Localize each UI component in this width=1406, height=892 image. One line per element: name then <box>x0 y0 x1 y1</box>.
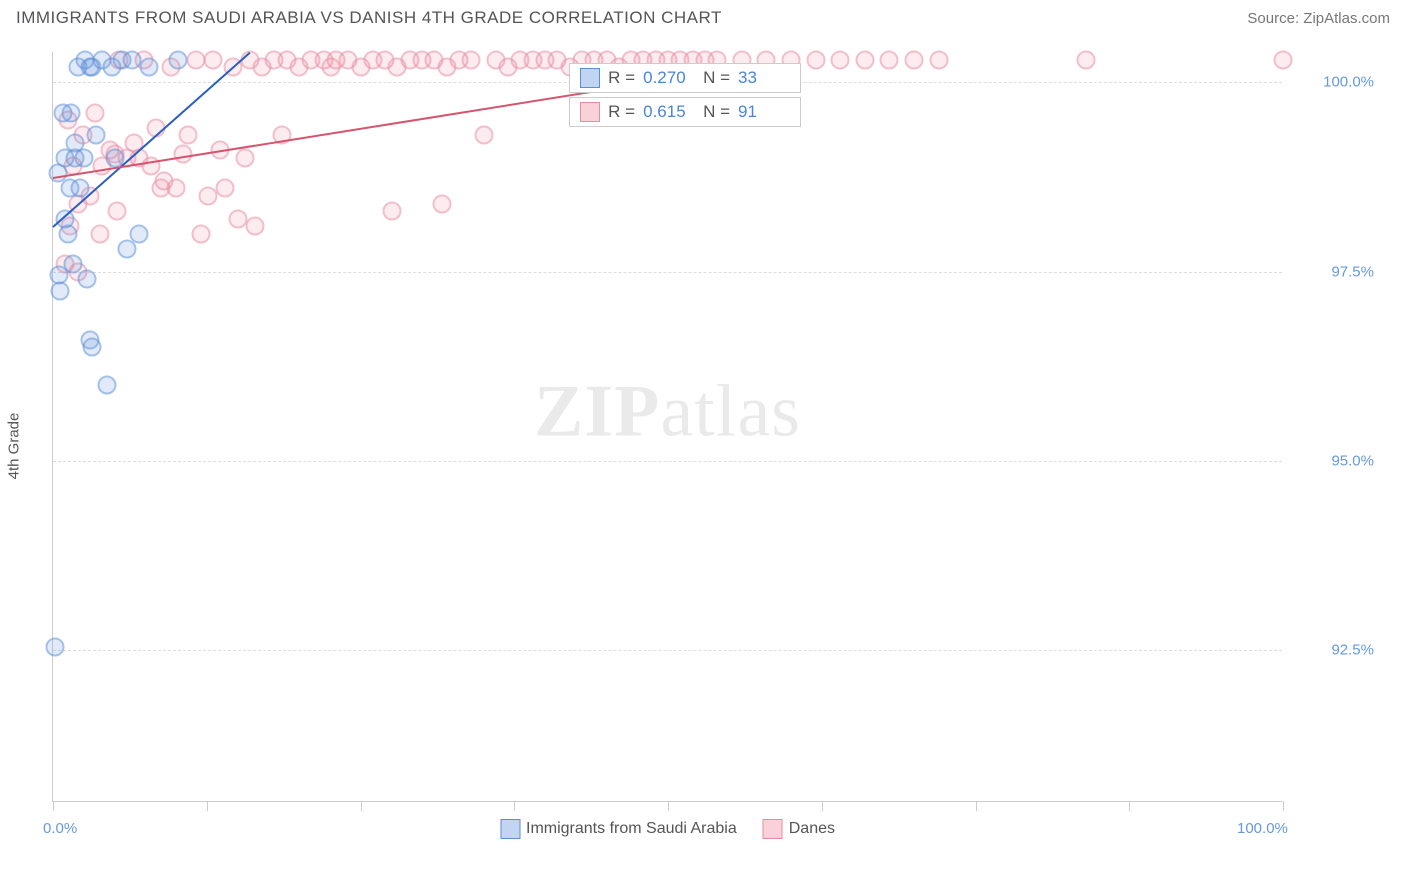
r-label: R = <box>608 102 635 122</box>
data-point <box>235 149 254 168</box>
data-point <box>1274 50 1293 69</box>
x-tick <box>361 801 362 811</box>
data-point <box>107 202 126 221</box>
data-point <box>152 179 171 198</box>
y-tick-label: 97.5% <box>1294 263 1374 280</box>
data-point <box>56 209 75 228</box>
data-point <box>228 209 247 228</box>
legend-label: Danes <box>789 820 835 837</box>
legend-swatch <box>580 102 600 122</box>
data-point <box>85 103 104 122</box>
n-value: 33 <box>738 68 790 88</box>
data-point <box>198 186 217 205</box>
chart-title: IMMIGRANTS FROM SAUDI ARABIA VS DANISH 4… <box>16 8 722 28</box>
data-point <box>191 224 210 243</box>
legend-label: Immigrants from Saudi Arabia <box>526 820 737 837</box>
x-tick <box>514 801 515 811</box>
data-point <box>1077 50 1096 69</box>
y-tick-label: 95.0% <box>1294 453 1374 470</box>
x-tick-label: 0.0% <box>43 820 77 837</box>
legend-swatch <box>763 819 783 839</box>
r-label: R = <box>608 68 635 88</box>
watermark: ZIPatlas <box>534 369 801 454</box>
data-point <box>383 202 402 221</box>
data-point <box>78 270 97 289</box>
data-point <box>245 217 264 236</box>
legend-item: Danes <box>763 819 835 839</box>
y-axis-label: 4th Grade <box>6 413 23 480</box>
y-tick-label: 100.0% <box>1294 74 1374 91</box>
data-point <box>462 50 481 69</box>
r-value: 0.615 <box>643 102 695 122</box>
data-point <box>880 50 899 69</box>
correlation-stat-box: R = 0.270 N = 33 <box>569 63 801 93</box>
data-point <box>203 50 222 69</box>
gridline <box>53 650 1282 651</box>
source-attribution: Source: ZipAtlas.com <box>1247 10 1390 27</box>
n-value: 91 <box>738 102 790 122</box>
data-point <box>216 179 235 198</box>
data-point <box>98 376 117 395</box>
n-label: N = <box>703 68 730 88</box>
x-tick <box>668 801 669 811</box>
data-point <box>474 126 493 145</box>
x-tick <box>822 801 823 811</box>
data-point <box>806 50 825 69</box>
data-point <box>63 255 82 274</box>
data-point <box>80 58 99 77</box>
data-point <box>87 126 106 145</box>
source-name: ZipAtlas.com <box>1303 10 1390 27</box>
data-point <box>929 50 948 69</box>
data-point <box>831 50 850 69</box>
gridline <box>53 461 1282 462</box>
x-tick <box>1283 801 1284 811</box>
data-point <box>66 149 85 168</box>
data-point <box>905 50 924 69</box>
data-point <box>432 194 451 213</box>
x-tick <box>1129 801 1130 811</box>
legend-item: Immigrants from Saudi Arabia <box>500 819 737 839</box>
legend: Immigrants from Saudi Arabia Danes <box>500 819 835 839</box>
data-point <box>48 164 67 183</box>
data-point <box>90 224 109 243</box>
legend-swatch <box>500 819 520 839</box>
data-point <box>122 50 141 69</box>
x-tick <box>976 801 977 811</box>
correlation-stat-box: R = 0.615 N = 91 <box>569 97 801 127</box>
data-point <box>139 58 158 77</box>
n-label: N = <box>703 102 730 122</box>
data-point <box>53 103 72 122</box>
legend-swatch <box>580 68 600 88</box>
r-value: 0.270 <box>643 68 695 88</box>
data-point <box>83 338 102 357</box>
watermark-zip: ZIP <box>534 370 660 452</box>
y-tick-label: 92.5% <box>1294 642 1374 659</box>
chart-header: IMMIGRANTS FROM SAUDI ARABIA VS DANISH 4… <box>0 0 1406 32</box>
data-point <box>51 281 70 300</box>
watermark-atlas: atlas <box>660 370 801 452</box>
data-point <box>169 50 188 69</box>
scatter-chart: ZIPatlas 92.5%95.0%97.5%100.0%0.0%100.0%… <box>52 52 1282 802</box>
source-label: Source: <box>1247 10 1303 27</box>
data-point <box>179 126 198 145</box>
x-tick <box>207 801 208 811</box>
data-point <box>117 239 136 258</box>
data-point <box>186 50 205 69</box>
data-point <box>46 637 65 656</box>
gridline <box>53 272 1282 273</box>
x-tick <box>53 801 54 811</box>
x-tick-label: 100.0% <box>1237 820 1288 837</box>
data-point <box>855 50 874 69</box>
